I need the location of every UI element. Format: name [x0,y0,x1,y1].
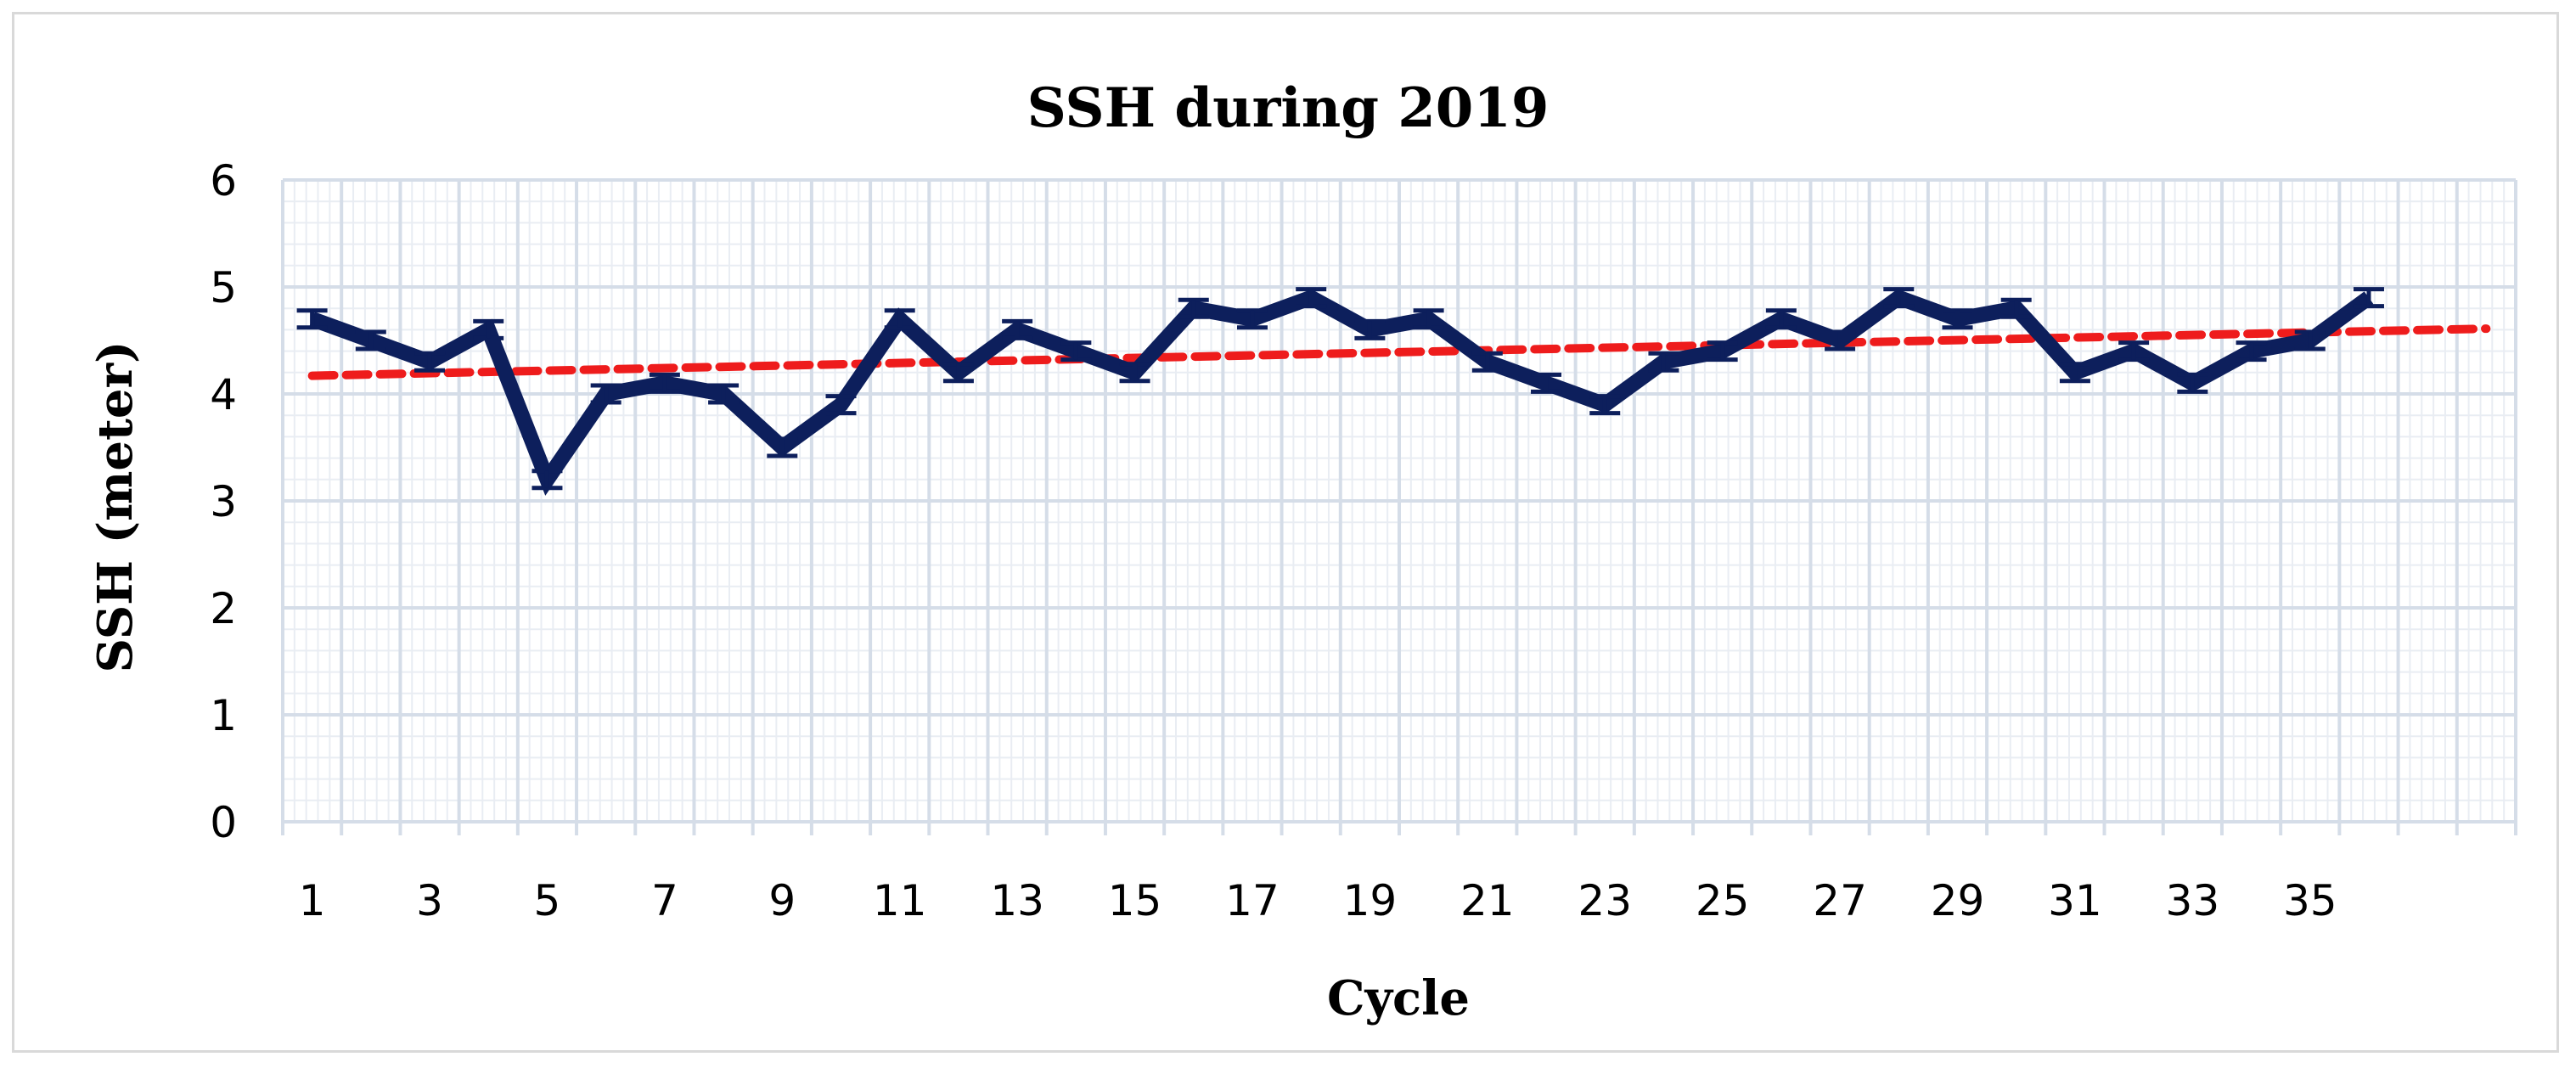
x-tick-label: 5 [534,876,561,925]
series-line [309,289,2374,496]
series-layer [296,287,2384,496]
y-tick-label: 1 [210,691,237,740]
x-tick-label: 21 [1460,876,1515,925]
x-tick-label: 1 [299,876,326,925]
x-tick-label: 29 [1931,876,1985,925]
y-tick-label: 0 [210,798,237,847]
x-tick-label: 25 [1696,876,1750,925]
x-tick-labels: 1 3 5 7 9 11 13 15 17 19 21 23 25 27 29 31 33 35 [299,876,2337,925]
grid-layer [281,178,2517,835]
y-axis-label: SSH (meter) [87,341,143,673]
y-tick-label: 5 [210,263,237,312]
x-tick-label: 17 [1225,876,1280,925]
x-axis-label: Cycle [1327,970,1470,1026]
x-tick-label: 35 [2283,876,2337,925]
x-tick-label: 27 [1813,876,1867,925]
x-tick-label: 33 [2166,876,2220,925]
x-tick-label: 3 [416,876,443,925]
x-tick-label: 31 [2048,876,2102,925]
trend-layer [307,324,2491,380]
y-tick-label: 4 [210,370,237,419]
chart-title: SSH during 2019 [1027,76,1550,140]
x-tick-label: 11 [873,876,927,925]
y-tick-labels: 0 1 2 3 4 5 6 [210,156,237,847]
x-tick-label: 15 [1108,876,1162,925]
x-tick-label: 23 [1578,876,1632,925]
y-tick-label: 6 [210,156,237,205]
x-tick-label: 13 [990,876,1044,925]
y-tick-label: 2 [210,584,237,633]
x-tick-label: 7 [651,876,678,925]
x-tick-label: 19 [1343,876,1398,925]
y-tick-label: 3 [210,477,237,526]
x-tick-label: 9 [768,876,796,925]
trendline [307,324,2491,380]
